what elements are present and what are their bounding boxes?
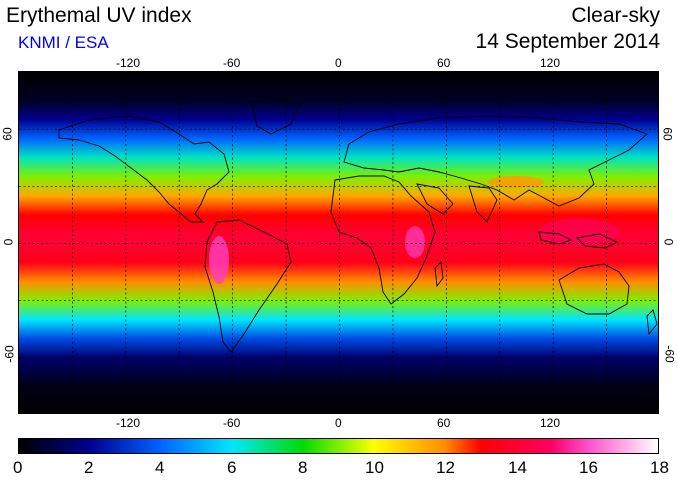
lat-tick-left: 60 (0, 127, 15, 141)
lon-tick-top: 60 (437, 56, 451, 70)
india-coast (468, 185, 498, 223)
colorbar-label: 0 (13, 458, 23, 477)
uv-colorbar (18, 438, 659, 454)
lat-tick-right: -60 (662, 345, 677, 363)
colorbar-label: 4 (155, 458, 165, 477)
lat-tick-left: 0 (1, 238, 16, 246)
colorbar-label: 14 (508, 458, 527, 477)
colorbar-label: 2 (84, 458, 94, 477)
lon-tick-bottom: -120 (116, 416, 141, 430)
africa-coast (330, 175, 436, 305)
maritime-continent-hotspot (539, 218, 619, 246)
south-america-coast (204, 219, 292, 353)
lon-tick-top: 120 (540, 56, 561, 70)
map-date: 14 September 2014 (475, 30, 660, 53)
coastlines (58, 97, 658, 353)
lon-tick-top: 0 (335, 56, 342, 70)
lat-tick-right: 60 (660, 127, 675, 141)
new-zealand-coast (646, 309, 658, 336)
colorbar-label: 6 (227, 458, 237, 477)
lat-tick-left: -60 (2, 345, 17, 363)
data-source: KNMI / ESA (18, 33, 109, 52)
colorbar-label: 10 (365, 458, 384, 477)
lon-tick-top: -60 (223, 56, 241, 70)
lon-tick-top: -120 (116, 56, 141, 70)
east-africa-hotspot (405, 226, 425, 258)
greenland-coast (250, 97, 300, 135)
lon-tick-bottom: 0 (335, 416, 342, 430)
lon-tick-bottom: 120 (540, 416, 561, 430)
north-america-coast (58, 115, 230, 223)
sky-condition: Clear-sky (571, 4, 660, 27)
map-title: Erythemal UV index (6, 4, 192, 27)
colorbar-label: 16 (579, 458, 598, 477)
australia-coast (558, 263, 630, 315)
colorbar-label: 8 (298, 458, 308, 477)
uv-map-canvas (19, 72, 658, 413)
tibet-plateau-hotspot (488, 176, 544, 188)
uv-index-map (18, 71, 659, 414)
uv-hotspots (209, 176, 619, 284)
colorbar-label: 12 (436, 458, 455, 477)
madagascar-coast (434, 261, 444, 288)
graticule (19, 72, 658, 413)
lon-tick-bottom: -60 (223, 416, 241, 430)
southeast-asia-islands (538, 231, 619, 249)
arabia-coast (416, 183, 454, 215)
lon-tick-bottom: 60 (437, 416, 451, 430)
lat-tick-right: 0 (661, 238, 676, 246)
europe-asia-coast (343, 115, 648, 207)
andes-hotspot (209, 236, 229, 284)
colorbar-label: 18 (650, 458, 669, 477)
